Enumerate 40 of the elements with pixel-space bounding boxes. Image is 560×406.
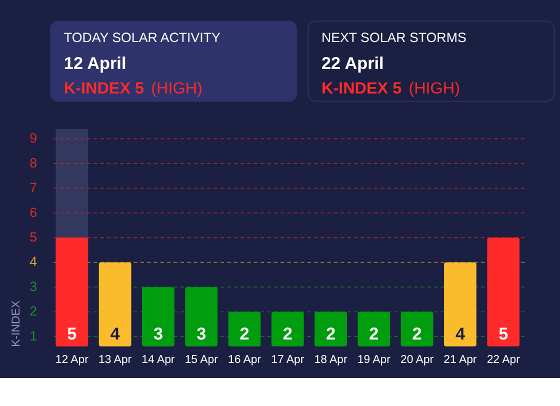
data-label: 4 — [110, 324, 120, 344]
data-label: 3 — [196, 324, 206, 344]
x-tick-label: 21 Apr — [444, 354, 477, 366]
text: NEXT SOLAR STORMS — [322, 30, 466, 46]
text: K-INDEX 5 — [322, 80, 402, 98]
y-tick-label: 8 — [30, 155, 38, 170]
x-tick-label: 19 Apr — [357, 354, 391, 366]
y-tick-label: 7 — [30, 180, 38, 196]
text: (HIGH) — [408, 80, 460, 98]
data-label: 5 — [67, 324, 78, 344]
y-tick-label: 5 — [30, 229, 38, 244]
x-tick-label: 12 Apr — [55, 354, 89, 366]
y-tick-label: 1 — [30, 328, 38, 344]
text: (HIGH) — [151, 80, 202, 98]
y-tick-label: 6 — [30, 204, 38, 220]
x-tick-label: 22 Apr — [486, 354, 520, 366]
x-tick-label: 18 Apr — [314, 354, 348, 366]
text: 22 April — [322, 52, 384, 73]
y-axis-title: K-INDEX — [10, 300, 23, 347]
data-label: 2 — [282, 324, 292, 344]
data-label: 3 — [153, 324, 163, 344]
y-tick-label: 2 — [30, 304, 38, 319]
data-label: 2 — [412, 324, 422, 344]
data-label: 4 — [455, 324, 466, 344]
x-tick-label: 13 Apr — [98, 354, 132, 366]
x-tick-label: 17 Apr — [271, 354, 304, 366]
x-tick-label: 14 Apr — [142, 354, 175, 366]
x-tick-label: 16 Apr — [228, 354, 262, 366]
text: 12 April — [64, 52, 126, 73]
x-tick-label: 20 Apr — [400, 354, 434, 366]
x-tick-label: 15 Apr — [184, 354, 218, 366]
data-label: 2 — [369, 324, 379, 344]
data-label: 2 — [326, 324, 336, 344]
text: K-INDEX 5 — [64, 80, 144, 98]
y-tick-label: 3 — [30, 278, 38, 294]
y-tick-label: 9 — [30, 130, 38, 146]
data-label: 2 — [240, 324, 250, 344]
data-label: 5 — [498, 324, 509, 344]
y-tick-label: 4 — [30, 254, 38, 270]
text: TODAY SOLAR ACTIVITY — [64, 30, 220, 46]
